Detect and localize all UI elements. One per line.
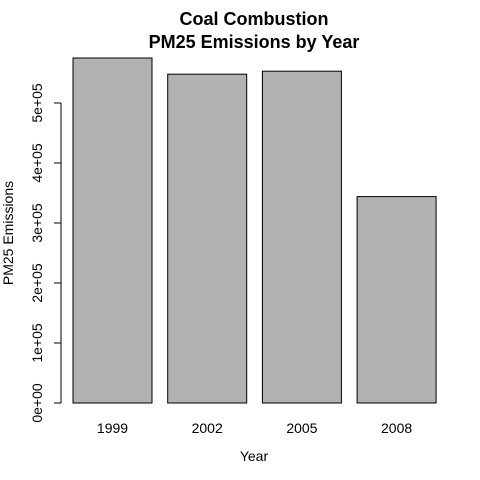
y-tick-label: 2e+05	[29, 263, 45, 303]
x-tick-label: 2002	[192, 420, 223, 436]
bar-1999	[72, 57, 153, 404]
y-tick-label: 3e+05	[29, 203, 45, 243]
x-tick-label: 1999	[97, 420, 128, 436]
chart-title-line-2: PM25 Emissions by Year	[149, 32, 360, 52]
x-axis-label: Year	[240, 448, 269, 464]
bar-2002	[167, 73, 248, 404]
plot-area: 1999 2002 2005 2008 0e+00 1e+05 2e+05 3e+05 4e+0…	[29, 57, 437, 436]
y-tick-label: 5e+05	[29, 83, 45, 123]
x-tick-label: 2005	[286, 420, 317, 436]
y-tick-label: 1e+05	[29, 323, 45, 363]
x-tick-label: 2008	[381, 420, 412, 436]
bar-2008	[356, 196, 437, 404]
y-axis-label: PM25 Emissions	[0, 181, 16, 285]
y-tick-label: 4e+05	[29, 143, 45, 183]
bar-2005	[261, 70, 342, 404]
y-tick-label: 0e+00	[29, 383, 45, 423]
chart-title-line-1: Coal Combustion	[180, 9, 329, 29]
